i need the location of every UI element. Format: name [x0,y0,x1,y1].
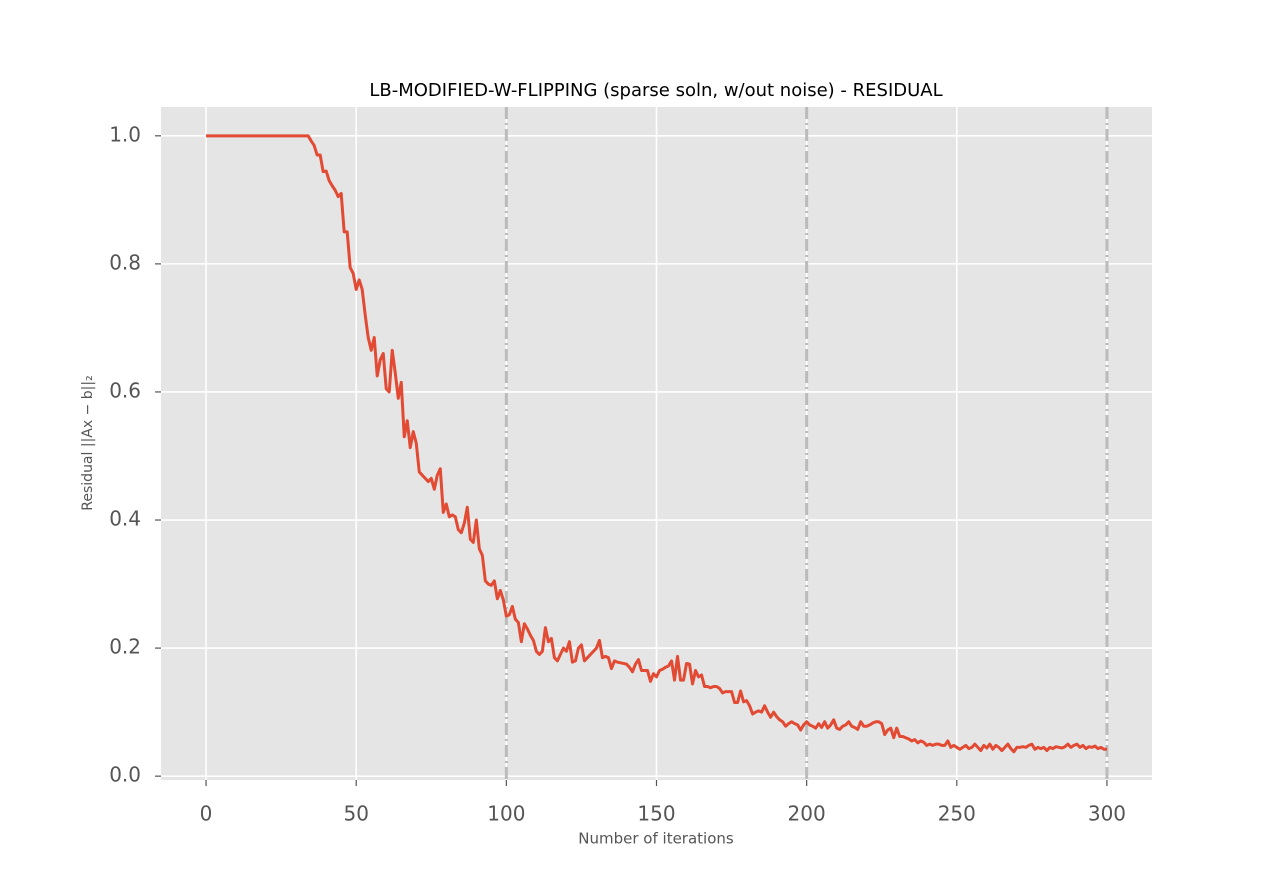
x-axis-label: Number of iterations [578,830,734,848]
y-tick-label: 0.6 [109,378,141,402]
x-tick-label: 0 [200,802,213,826]
y-tick-label: 0.4 [109,507,141,531]
y-tick-label: 1.0 [109,122,141,146]
chart-title: LB-MODIFIED-W-FLIPPING (sparse soln, w/o… [369,80,942,101]
data-line [206,134,1107,754]
x-tick-label: 250 [938,802,976,826]
y-tick-label: 0.0 [109,763,141,787]
x-tick-label: 150 [637,802,675,826]
x-tick-label: 100 [487,802,525,826]
y-axis-label: Residual ||Ax − b||₂ [80,375,96,510]
x-tick-label: 50 [343,802,368,826]
x-tick-label: 300 [1088,802,1126,826]
x-tick-label: 200 [788,802,826,826]
y-tick-label: 0.8 [109,250,141,274]
y-tick-label: 0.2 [109,635,141,659]
